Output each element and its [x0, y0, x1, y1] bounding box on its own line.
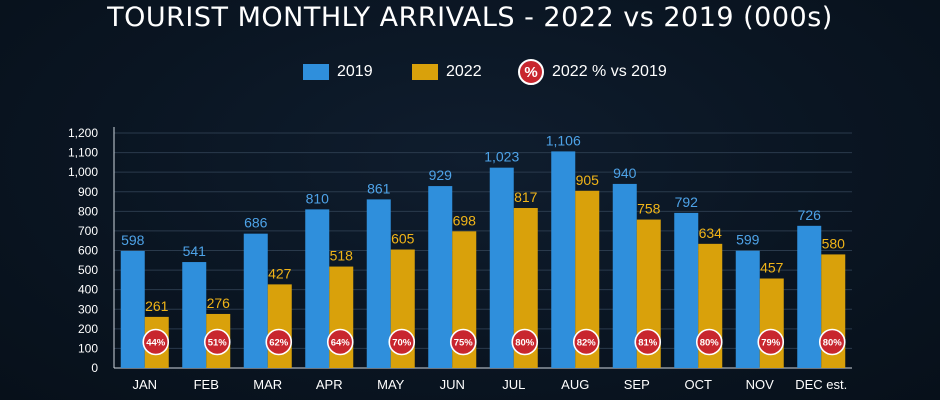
bar-2019 — [735, 250, 760, 368]
percent-label: 81% — [638, 338, 658, 349]
data-label-2019: 686 — [244, 215, 268, 231]
data-label-2022: 605 — [391, 231, 415, 247]
x-category-label: NOV — [746, 377, 775, 392]
x-category-label: SEP — [624, 377, 650, 392]
x-category-label: FEB — [194, 377, 219, 392]
data-label-2022: 817 — [514, 189, 538, 205]
data-label-2019: 861 — [367, 180, 391, 196]
x-category-label: DEC est. — [795, 377, 847, 392]
y-tick-label: 400 — [78, 283, 98, 297]
y-tick-label: 600 — [78, 244, 98, 258]
bar-2019 — [120, 250, 145, 368]
y-tick-label: 500 — [78, 263, 98, 277]
percent-badge — [388, 328, 416, 356]
percent-badge — [818, 328, 846, 356]
data-label-2019: 940 — [613, 165, 637, 181]
data-label-2019: 792 — [675, 194, 699, 210]
percent-label: 82% — [577, 338, 597, 349]
y-tick-label: 1,200 — [68, 126, 98, 140]
data-label-2019: 598 — [121, 232, 145, 248]
x-category-label: AUG — [561, 377, 589, 392]
data-label-2022: 758 — [637, 201, 661, 217]
chart-title: TOURIST MONTHLY ARRIVALS - 2022 vs 2019 … — [107, 2, 833, 33]
x-category-label: MAR — [253, 377, 282, 392]
legend-item-2022: 2022 — [412, 58, 482, 86]
y-tick-label: 900 — [78, 185, 98, 199]
legend-item-pct: % 2022 % vs 2019 — [518, 58, 667, 86]
percent-badge-icon: % — [518, 59, 544, 85]
percent-badge — [634, 328, 662, 356]
bar-2019 — [674, 212, 699, 368]
percent-badge — [511, 328, 539, 356]
y-tick-label: 100 — [78, 341, 98, 355]
data-label-2022: 518 — [330, 248, 354, 264]
legend-label-2022: 2022 — [446, 63, 482, 80]
percent-badge — [265, 328, 293, 356]
x-category-label: APR — [316, 377, 343, 392]
percent-label: 62% — [269, 338, 289, 349]
y-tick-label: 1,100 — [68, 146, 98, 160]
percent-label: 80% — [700, 338, 720, 349]
percent-badge — [449, 328, 477, 356]
bar-2019 — [243, 233, 268, 368]
percent-badge — [203, 328, 231, 356]
data-label-2022: 580 — [822, 235, 846, 251]
data-label-2019: 810 — [306, 190, 330, 206]
x-category-label: JUN — [440, 377, 465, 392]
bar-2022 — [267, 284, 292, 368]
data-label-2019: 1,023 — [484, 149, 519, 165]
data-label-2022: 634 — [699, 225, 723, 241]
x-category-label: OCT — [685, 377, 713, 392]
bar-2019 — [182, 262, 207, 368]
bar-2019 — [612, 183, 637, 368]
data-label-2022: 698 — [453, 212, 477, 228]
percent-badge — [757, 328, 785, 356]
data-label-2019: 599 — [736, 232, 760, 248]
percent-badge — [695, 328, 723, 356]
data-label-2022: 905 — [576, 172, 600, 188]
y-tick-label: 0 — [91, 361, 98, 375]
x-category-label: MAY — [377, 377, 405, 392]
y-tick-label: 300 — [78, 302, 98, 316]
percent-label: 80% — [823, 338, 843, 349]
data-label-2019: 1,106 — [546, 132, 581, 148]
bar-2019 — [551, 151, 576, 368]
data-label-2022: 427 — [268, 265, 292, 281]
data-label-2019: 929 — [429, 167, 453, 183]
percent-label: 80% — [515, 338, 535, 349]
y-tick-label: 800 — [78, 204, 98, 218]
legend-swatch-2022 — [412, 64, 438, 80]
y-tick-label: 700 — [78, 224, 98, 238]
bar-2019 — [305, 209, 330, 368]
legend-swatch-2019 — [303, 64, 329, 80]
x-category-label: JUL — [502, 377, 525, 392]
y-tick-label: 1,000 — [68, 165, 98, 179]
percent-badge — [142, 328, 170, 356]
bar-2019 — [428, 186, 453, 368]
bar-2019 — [797, 225, 822, 368]
percent-badge — [326, 328, 354, 356]
y-tick-label: 200 — [78, 322, 98, 336]
legend-label-pct: 2022 % vs 2019 — [552, 63, 667, 80]
legend: 2019 2022 % 2022 % vs 2019 — [0, 58, 940, 86]
percent-label: 79% — [761, 338, 781, 349]
bar-2019 — [489, 167, 514, 368]
x-category-label: JAN — [132, 377, 157, 392]
percent-label: 44% — [146, 338, 166, 349]
percent-label: 51% — [208, 338, 228, 349]
legend-label-2019: 2019 — [337, 63, 373, 80]
data-label-2022: 276 — [207, 295, 231, 311]
percent-badge — [572, 328, 600, 356]
data-label-2022: 457 — [760, 260, 784, 276]
bar-2019 — [366, 199, 391, 368]
data-label-2019: 541 — [183, 243, 207, 259]
percent-label: 75% — [454, 338, 474, 349]
percent-label: 70% — [392, 338, 412, 349]
data-label-2022: 261 — [145, 298, 169, 314]
percent-label: 64% — [331, 338, 351, 349]
legend-item-2019: 2019 — [303, 58, 373, 86]
data-label-2019: 726 — [798, 207, 822, 223]
